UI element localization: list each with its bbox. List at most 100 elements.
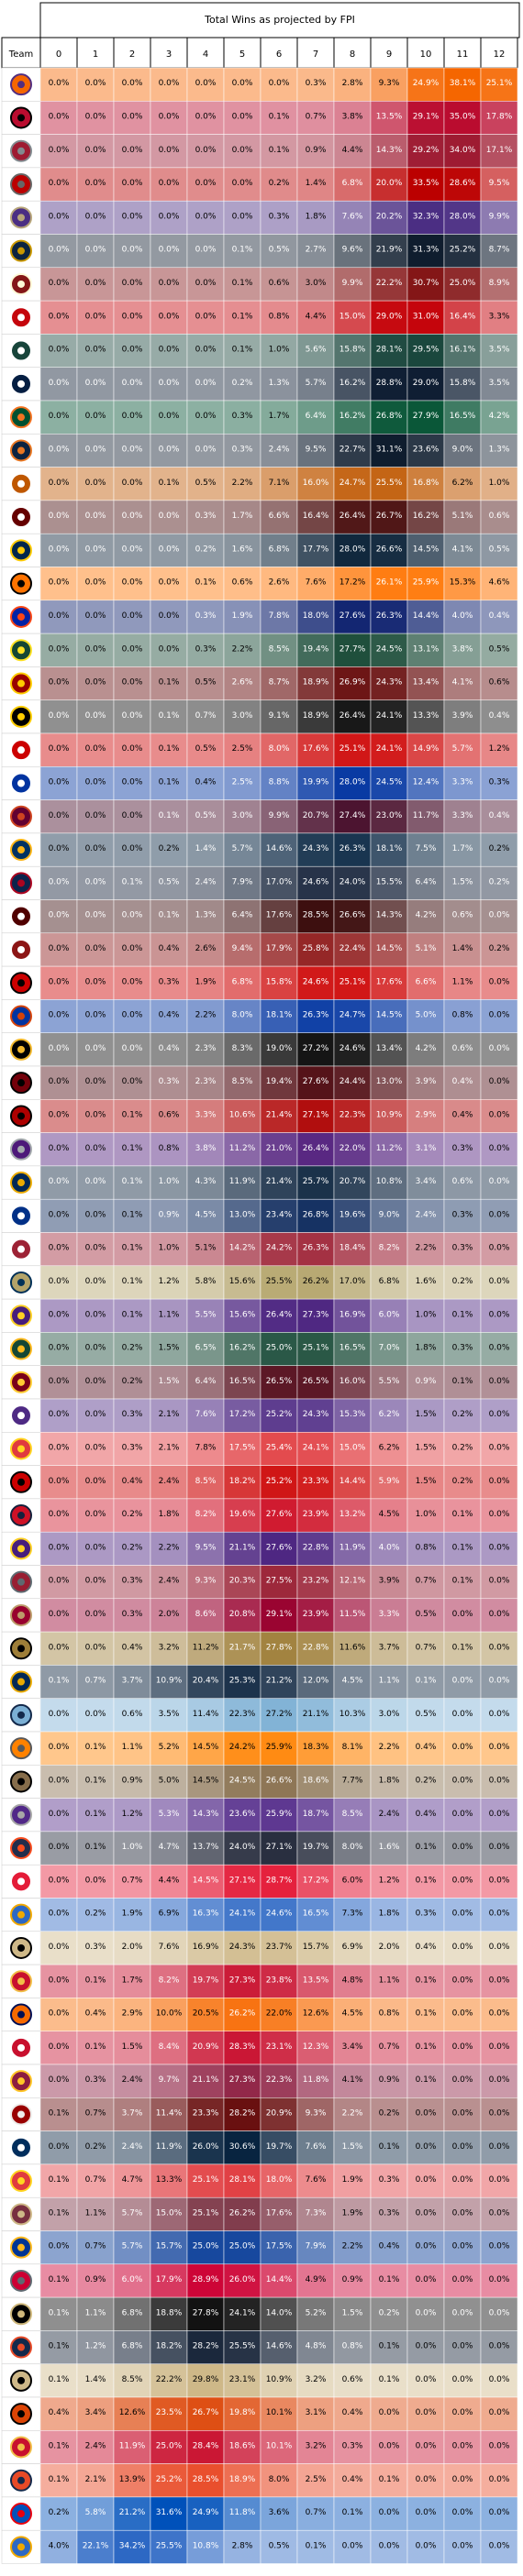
logo-mark	[17, 2243, 25, 2251]
cell-value: 14.6%	[266, 844, 293, 853]
cell-value: 0.0%	[379, 2541, 400, 2550]
heat-cell	[186, 799, 225, 834]
cell-value: 0.0%	[159, 445, 180, 454]
heat-cell	[260, 832, 298, 867]
cell-value: 2.4%	[379, 1810, 400, 1819]
syracuse-logo	[10, 2003, 32, 2026]
heat-cell	[39, 899, 78, 934]
heat-cell	[443, 600, 482, 634]
heat-cell	[333, 1198, 372, 1233]
cell-value: 0.2%	[85, 2142, 106, 2152]
cell-value: 0.1%	[122, 877, 143, 886]
cell-value: 0.2%	[49, 2508, 70, 2517]
cell-value: 0.0%	[85, 1577, 106, 1586]
heat-cell	[480, 1798, 518, 1833]
heat-cell	[223, 1398, 262, 1433]
col-header-label: 0	[56, 50, 61, 60]
cell-value: 11.9%	[229, 1177, 256, 1186]
heat-cell	[76, 300, 115, 335]
cell-value: 17.6%	[376, 977, 403, 986]
cell-value: 0.8%	[269, 312, 290, 321]
cell-value: 19.4%	[303, 644, 329, 654]
ucla-2-logo	[10, 2536, 32, 2559]
cell-value: 0.1%	[232, 312, 253, 321]
cell-value: 16.3%	[193, 1910, 219, 1919]
cell-value: 8.9%	[489, 279, 510, 288]
cell-value: 2.1%	[159, 1443, 180, 1452]
heat-cell	[333, 1332, 372, 1366]
cell-value: 21.1%	[303, 1710, 329, 1719]
heat-cell	[370, 732, 408, 767]
heat-cell	[223, 1931, 262, 1965]
cell-value: 0.0%	[489, 2042, 510, 2052]
heat-cell	[333, 1964, 372, 1998]
heat-cell	[150, 1631, 188, 1666]
cell-value: 0.0%	[85, 977, 106, 986]
cell-value: 2.5%	[306, 2475, 327, 2484]
heat-cell	[76, 799, 115, 834]
cell-value: 7.0%	[379, 1344, 400, 1353]
cell-value: 0.3%	[122, 1410, 143, 1419]
cell-value: 6.0%	[122, 2275, 143, 2284]
heat-cell	[113, 1132, 151, 1167]
cell-value: 1.8%	[159, 1510, 180, 1519]
logo-mark	[17, 712, 25, 721]
cell-value: 0.0%	[49, 279, 70, 288]
cell-value: 28.5%	[303, 911, 329, 920]
cell-value: 0.1%	[49, 2342, 70, 2351]
ohio-state-logo	[10, 173, 32, 196]
team-row: 0.0% 0.0% 0.0% 0.0% 0.0% 0.1% 0.8% 4.4% 15.0% 29.…	[1, 300, 518, 335]
cell-value: 26.8%	[376, 412, 403, 421]
cell-value: 3.9%	[452, 711, 473, 721]
cell-value: 0.0%	[49, 346, 70, 355]
heat-cell	[480, 1232, 518, 1267]
oklahoma-logo	[10, 272, 32, 295]
heat-cell	[443, 1132, 482, 1167]
cell-value: 13.0%	[229, 1210, 256, 1219]
cell-value: 0.1%	[342, 2508, 363, 2517]
cell-value: 4.0%	[49, 2541, 70, 2550]
cell-value: 13.2%	[339, 1510, 366, 1519]
cell-value: 0.0%	[49, 1910, 70, 1919]
logo-mark	[17, 1578, 25, 1586]
cell-value: 0.0%	[489, 2441, 510, 2450]
cell-value: 1.8%	[306, 212, 327, 221]
heat-cell	[186, 467, 225, 501]
cell-value: 2.9%	[122, 2009, 143, 2019]
cell-value: 0.0%	[452, 2308, 473, 2317]
heat-cell	[223, 200, 262, 235]
heat-cell	[296, 533, 335, 567]
cell-value: 28.0%	[339, 777, 366, 787]
cell-value: 8.5%	[122, 2375, 143, 2384]
cell-value: 14.5%	[193, 1776, 219, 1785]
heat-cell	[39, 1065, 78, 1100]
heat-cell	[333, 2031, 372, 2065]
cell-value: 25.0%	[229, 2242, 256, 2251]
cell-value: 25.5%	[156, 2541, 183, 2550]
cell-value: 0.0%	[49, 811, 70, 820]
cell-value: 0.0%	[85, 1210, 106, 1219]
cell-value: 25.9%	[266, 1810, 293, 1819]
heat-cell	[113, 1498, 151, 1533]
heat-cell	[370, 134, 408, 169]
cell-value: 0.0%	[49, 1110, 70, 1119]
heat-cell	[370, 932, 408, 967]
cell-value: 26.0%	[193, 2142, 219, 2152]
heat-cell	[370, 1265, 408, 1300]
heat-cell	[76, 965, 115, 1000]
heat-cell	[370, 1765, 408, 1799]
heat-cell	[223, 1165, 262, 1200]
heat-cell	[39, 1298, 78, 1333]
cell-value: 0.3%	[452, 1344, 473, 1353]
cell-value: 27.6%	[266, 1543, 293, 1552]
heat-cell	[406, 1898, 445, 1932]
cell-value: 0.9%	[416, 1377, 437, 1386]
nc-state-logo	[10, 972, 32, 995]
heat-cell	[223, 2064, 262, 2098]
heat-cell	[39, 200, 78, 235]
cell-value: 29.2%	[413, 146, 440, 155]
cell-value: 0.4%	[416, 1810, 437, 1819]
heat-cell	[406, 300, 445, 335]
chart-title: Total Wins as projected by FPI	[204, 14, 355, 26]
cell-value: 5.7%	[122, 2208, 143, 2218]
